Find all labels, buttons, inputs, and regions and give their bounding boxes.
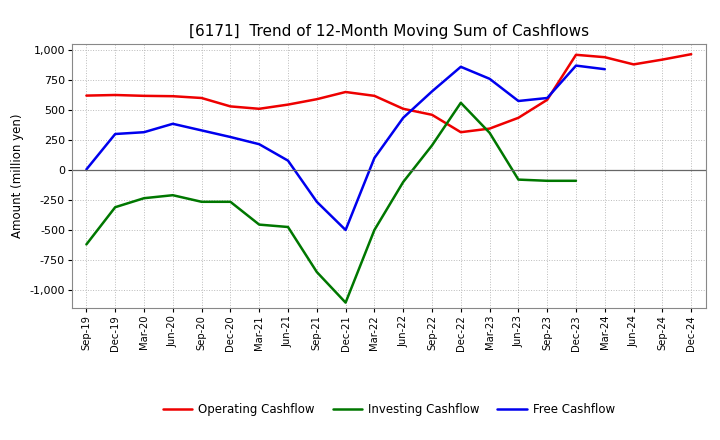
Investing Cashflow — [428, 143, 436, 148]
Investing Cashflow — [140, 195, 148, 201]
Investing Cashflow — [82, 242, 91, 247]
Free Cashflow — [543, 95, 552, 101]
Investing Cashflow — [370, 227, 379, 233]
Investing Cashflow — [543, 178, 552, 183]
Free Cashflow — [140, 129, 148, 135]
Line: Free Cashflow: Free Cashflow — [86, 66, 605, 230]
Free Cashflow — [341, 227, 350, 233]
Operating Cashflow — [312, 96, 321, 102]
Free Cashflow — [370, 155, 379, 161]
Operating Cashflow — [168, 94, 177, 99]
Operating Cashflow — [572, 52, 580, 58]
Free Cashflow — [226, 134, 235, 139]
Free Cashflow — [514, 99, 523, 104]
Free Cashflow — [485, 76, 494, 81]
Investing Cashflow — [255, 222, 264, 227]
Investing Cashflow — [168, 193, 177, 198]
Legend: Operating Cashflow, Investing Cashflow, Free Cashflow: Operating Cashflow, Investing Cashflow, … — [158, 398, 619, 421]
Y-axis label: Amount (million yen): Amount (million yen) — [11, 114, 24, 238]
Title: [6171]  Trend of 12-Month Moving Sum of Cashflows: [6171] Trend of 12-Month Moving Sum of C… — [189, 24, 589, 39]
Free Cashflow — [197, 128, 206, 133]
Investing Cashflow — [456, 100, 465, 106]
Free Cashflow — [572, 63, 580, 68]
Operating Cashflow — [197, 95, 206, 101]
Investing Cashflow — [514, 177, 523, 182]
Free Cashflow — [600, 66, 609, 72]
Free Cashflow — [284, 158, 292, 163]
Operating Cashflow — [600, 55, 609, 60]
Free Cashflow — [82, 167, 91, 172]
Investing Cashflow — [111, 205, 120, 210]
Operating Cashflow — [456, 129, 465, 135]
Operating Cashflow — [399, 106, 408, 111]
Operating Cashflow — [226, 104, 235, 109]
Operating Cashflow — [687, 51, 696, 57]
Free Cashflow — [399, 115, 408, 121]
Free Cashflow — [168, 121, 177, 126]
Operating Cashflow — [629, 62, 638, 67]
Operating Cashflow — [82, 93, 91, 98]
Line: Investing Cashflow: Investing Cashflow — [86, 103, 576, 303]
Operating Cashflow — [370, 93, 379, 99]
Operating Cashflow — [140, 93, 148, 99]
Operating Cashflow — [255, 106, 264, 111]
Line: Operating Cashflow: Operating Cashflow — [86, 54, 691, 132]
Operating Cashflow — [111, 92, 120, 98]
Operating Cashflow — [284, 102, 292, 107]
Investing Cashflow — [341, 300, 350, 305]
Investing Cashflow — [485, 130, 494, 136]
Operating Cashflow — [514, 115, 523, 121]
Investing Cashflow — [312, 269, 321, 275]
Investing Cashflow — [226, 199, 235, 205]
Operating Cashflow — [543, 97, 552, 103]
Free Cashflow — [428, 89, 436, 94]
Operating Cashflow — [341, 89, 350, 95]
Free Cashflow — [456, 64, 465, 70]
Investing Cashflow — [399, 180, 408, 185]
Investing Cashflow — [572, 178, 580, 183]
Investing Cashflow — [284, 224, 292, 230]
Free Cashflow — [111, 132, 120, 137]
Operating Cashflow — [428, 112, 436, 117]
Free Cashflow — [255, 142, 264, 147]
Free Cashflow — [312, 199, 321, 205]
Investing Cashflow — [197, 199, 206, 205]
Operating Cashflow — [658, 57, 667, 62]
Operating Cashflow — [485, 126, 494, 131]
